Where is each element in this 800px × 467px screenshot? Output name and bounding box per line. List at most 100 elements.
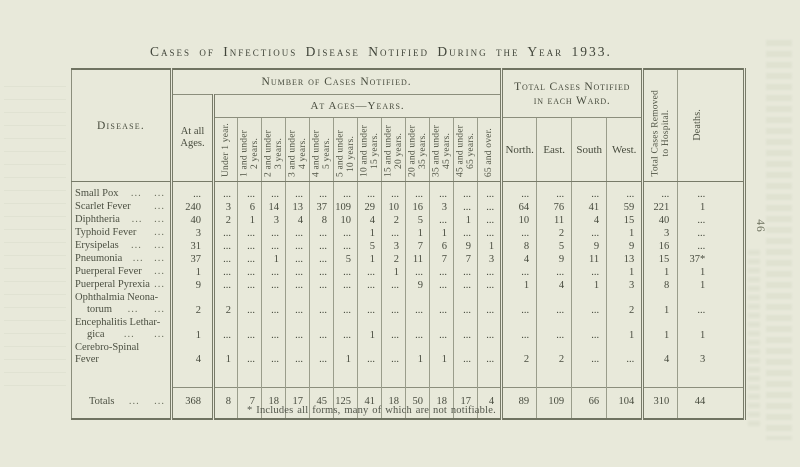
value-cell: 1 bbox=[606, 227, 643, 240]
value-cell: 5 bbox=[333, 253, 358, 266]
value-cell: ... bbox=[212, 227, 238, 240]
value-cell: 37* bbox=[677, 253, 745, 266]
leader-dots: ... bbox=[154, 227, 165, 239]
age-column-header-label: 65 and over. bbox=[483, 127, 494, 177]
value-cell: ... bbox=[677, 181, 745, 201]
value-cell: ... bbox=[309, 317, 334, 342]
value-cell: ... bbox=[237, 292, 262, 317]
page-title: Cases of Infectious Disease Notified Dur… bbox=[150, 44, 612, 59]
value-cell: ... bbox=[381, 279, 406, 292]
disease-label-cell: Typhoid Fever... bbox=[72, 227, 172, 240]
value-cell: ... bbox=[381, 317, 406, 342]
value-cell: ... bbox=[333, 181, 358, 201]
value-cell: 240 bbox=[170, 201, 214, 214]
value-cell: 14 bbox=[261, 201, 286, 214]
value-cell: ... bbox=[405, 317, 430, 342]
value-cell: 9 bbox=[170, 279, 214, 292]
value-cell: ... bbox=[476, 214, 502, 227]
value-cell: ... bbox=[571, 181, 607, 201]
ward-column-header: North. bbox=[500, 117, 537, 182]
leader-dots: ... bbox=[154, 304, 165, 316]
value-cell: ... bbox=[677, 227, 745, 240]
value-cell: 1 bbox=[677, 317, 745, 342]
value-cell: ... bbox=[381, 342, 406, 367]
at-all-ages-header-label: At all bbox=[180, 126, 205, 137]
header-row-at-ages: At all Ages. At Ages—Years. bbox=[72, 94, 745, 182]
disease-name: Diphtheria bbox=[75, 214, 120, 226]
value-cell: 1 bbox=[641, 266, 678, 279]
disease-label-cell: Small Pox...... bbox=[72, 182, 172, 202]
value-cell: 6 bbox=[429, 240, 454, 253]
totals-value-cell: 50 bbox=[405, 386, 430, 419]
disease-column-header: Disease. bbox=[71, 69, 172, 182]
disease-label-cell: Erysipelas...... bbox=[72, 240, 172, 253]
disease-label-cell: Cerebro-Spinal Fever bbox=[72, 342, 172, 367]
value-cell: ... bbox=[333, 227, 358, 240]
value-cell: 4 bbox=[357, 214, 382, 227]
leader-dots: ... bbox=[123, 329, 135, 341]
value-cell: ... bbox=[261, 240, 286, 253]
value-cell: 5 bbox=[405, 214, 430, 227]
value-cell: ... bbox=[212, 266, 238, 279]
disease-name: Encephalitis Lethar- bbox=[75, 317, 161, 329]
value-cell: 5 bbox=[536, 240, 572, 253]
value-cell: ... bbox=[429, 181, 454, 201]
value-cell: 6 bbox=[237, 201, 262, 214]
age-column-header: 45 and under 65 years. bbox=[453, 117, 478, 182]
value-cell: 1 bbox=[170, 317, 214, 342]
age-column-header-label: 4 and under 5 years. bbox=[311, 129, 332, 177]
leader-dots: ... bbox=[154, 214, 165, 226]
value-cell: 4 bbox=[536, 279, 572, 292]
value-cell: ... bbox=[677, 214, 745, 227]
value-cell: 41 bbox=[571, 201, 607, 214]
value-cell: ... bbox=[536, 317, 572, 342]
value-cell: 2 bbox=[212, 292, 238, 317]
value-cell: 1 bbox=[606, 317, 643, 342]
value-cell: ... bbox=[453, 181, 478, 201]
table-row: Pneumonia...... 37...... 1...... 5 1 2 11 7 7 3 4 9… bbox=[72, 253, 745, 266]
totals-value-cell: 104 bbox=[606, 386, 643, 419]
value-cell: ... bbox=[571, 317, 607, 342]
value-cell: ... bbox=[641, 181, 678, 201]
value-cell: 7 bbox=[429, 253, 454, 266]
table-row: Diphtheria...... 40 2 1 3 4 8 10 4 2 5... 1... 10 11 4… bbox=[72, 214, 745, 227]
value-cell: 4 bbox=[500, 253, 537, 266]
age-column-header-label: 3 and under 4 years. bbox=[287, 129, 308, 177]
value-cell: ... bbox=[571, 342, 607, 367]
value-cell: 1 bbox=[237, 214, 262, 227]
value-cell: ... bbox=[500, 227, 537, 240]
value-cell: 13 bbox=[606, 253, 643, 266]
value-cell: 221 bbox=[641, 201, 678, 214]
value-cell: ... bbox=[500, 181, 537, 201]
totals-row: Totals...... 368 8 7 18 17 45 125 41 18 50 18 17 4 89 1… bbox=[72, 386, 745, 419]
table-row: Encephalitis Lethar-gica...... 1.........… bbox=[72, 317, 745, 342]
value-cell: ... bbox=[429, 214, 454, 227]
value-cell: ... bbox=[309, 292, 334, 317]
disease-label-cell: Encephalitis Lethar-gica...... bbox=[72, 317, 172, 342]
totals-value-cell: 89 bbox=[500, 386, 537, 419]
at-ages-years-group-header: At Ages—Years. bbox=[211, 94, 502, 118]
value-cell: ... bbox=[237, 240, 262, 253]
table-row: Cerebro-Spinal Fever 4 1............ 1.....… bbox=[72, 342, 745, 367]
value-cell: ... bbox=[261, 266, 286, 279]
value-cell: 2 bbox=[536, 227, 572, 240]
page-number: 46 bbox=[753, 219, 766, 233]
value-cell: ... bbox=[357, 181, 382, 201]
value-cell: ... bbox=[333, 292, 358, 317]
value-cell: 3 bbox=[606, 279, 643, 292]
value-cell: 4 bbox=[571, 214, 607, 227]
value-cell: ... bbox=[237, 279, 262, 292]
totals-value-cell: 66 bbox=[571, 386, 607, 419]
disease-name: Typhoid Fever bbox=[75, 227, 137, 239]
value-cell: ... bbox=[571, 227, 607, 240]
value-cell: 3 bbox=[261, 214, 286, 227]
value-cell: 2 bbox=[606, 292, 643, 317]
bleedthrough-artifact-right-2 bbox=[748, 250, 760, 430]
value-cell: 2 bbox=[500, 342, 537, 367]
age-column-header-label: Under 1 year. bbox=[220, 122, 231, 177]
totals-value-cell: 44 bbox=[677, 386, 745, 419]
value-cell: 1 bbox=[429, 342, 454, 367]
leader-dots: ... bbox=[130, 188, 142, 200]
header-row-groups: Disease. Number of Cases Notified. Total… bbox=[71, 69, 745, 182]
value-cell: ... bbox=[476, 201, 502, 214]
